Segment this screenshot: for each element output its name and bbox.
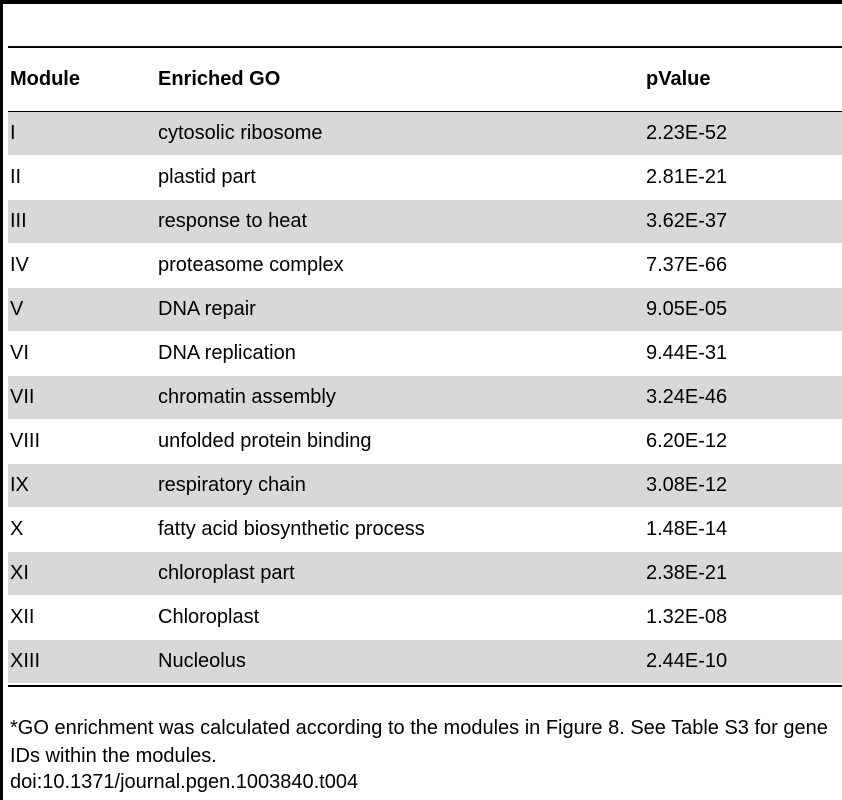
cell-module: V <box>10 298 24 320</box>
cell-pvalue: 3.24E-46 <box>646 386 728 408</box>
table-row: XI chloroplast part 2.38E-21 <box>8 552 842 596</box>
table-row: VI DNA replication 9.44E-31 <box>8 332 842 376</box>
table-header-row: Module Enriched GO pValue <box>8 48 842 112</box>
header-module: Module <box>10 68 80 90</box>
cell-pvalue: 2.81E-21 <box>646 166 728 188</box>
cell-pvalue: 7.37E-66 <box>646 254 728 276</box>
cell-module: IX <box>10 474 29 496</box>
cell-module: VII <box>10 386 35 408</box>
cell-enriched-go: respiratory chain <box>158 474 306 496</box>
cell-module: XIII <box>10 650 41 672</box>
table-row: VII chromatin assembly 3.24E-46 <box>8 376 842 420</box>
table-row: IX respiratory chain 3.08E-12 <box>8 464 842 508</box>
cell-module: XII <box>10 606 35 628</box>
cell-enriched-go: fatty acid biosynthetic process <box>158 518 425 540</box>
table-bottom-rule <box>8 685 842 687</box>
table-footnote: *GO enrichment was calculated according … <box>10 717 828 767</box>
cell-enriched-go: DNA repair <box>158 298 256 320</box>
table-row: II plastid part 2.81E-21 <box>8 156 842 200</box>
cell-enriched-go: Nucleolus <box>158 650 246 672</box>
table-row: XIII Nucleolus 2.44E-10 <box>8 640 842 684</box>
left-border-rule <box>0 0 3 800</box>
cell-enriched-go: cytosolic ribosome <box>158 122 323 144</box>
cell-module: X <box>10 518 24 540</box>
cell-enriched-go: response to heat <box>158 210 307 232</box>
cell-module: VI <box>10 342 29 364</box>
cell-pvalue: 2.44E-10 <box>646 650 728 672</box>
header-pvalue: pValue <box>646 68 711 90</box>
cell-module: XI <box>10 562 29 584</box>
cell-pvalue: 9.44E-31 <box>646 342 728 364</box>
header-enriched-go: Enriched GO <box>158 68 281 90</box>
cell-enriched-go: DNA replication <box>158 342 296 364</box>
cell-pvalue: 2.38E-21 <box>646 562 728 584</box>
doi-link[interactable]: doi:10.1371/journal.pgen.1003840.t004 <box>10 771 359 793</box>
cell-module: III <box>10 210 27 232</box>
cell-pvalue: 2.23E-52 <box>646 122 728 144</box>
cell-module: IV <box>10 254 29 276</box>
cell-enriched-go: Chloroplast <box>158 606 260 628</box>
cell-module: II <box>10 166 22 188</box>
cell-enriched-go: proteasome complex <box>158 254 344 276</box>
cell-enriched-go: chloroplast part <box>158 562 295 584</box>
cell-pvalue: 6.20E-12 <box>646 430 728 452</box>
table-row: V DNA repair 9.05E-05 <box>8 288 842 332</box>
table-row: IV proteasome complex 7.37E-66 <box>8 244 842 288</box>
cell-module: I <box>10 122 16 144</box>
table-row: VIII unfolded protein binding 6.20E-12 <box>8 420 842 464</box>
cell-pvalue: 3.08E-12 <box>646 474 728 496</box>
top-border-rule <box>3 0 842 4</box>
cell-enriched-go: plastid part <box>158 166 256 188</box>
table-row: III response to heat 3.62E-37 <box>8 200 842 244</box>
cell-pvalue: 1.48E-14 <box>646 518 728 540</box>
cell-pvalue: 1.32E-08 <box>646 606 728 628</box>
cell-module: VIII <box>10 430 41 452</box>
cell-enriched-go: unfolded protein binding <box>158 430 372 452</box>
cell-pvalue: 9.05E-05 <box>646 298 728 320</box>
cell-enriched-go: chromatin assembly <box>158 386 336 408</box>
table-row: XII Chloroplast 1.32E-08 <box>8 596 842 640</box>
table-top-rule <box>8 46 842 48</box>
cell-pvalue: 3.62E-37 <box>646 210 728 232</box>
